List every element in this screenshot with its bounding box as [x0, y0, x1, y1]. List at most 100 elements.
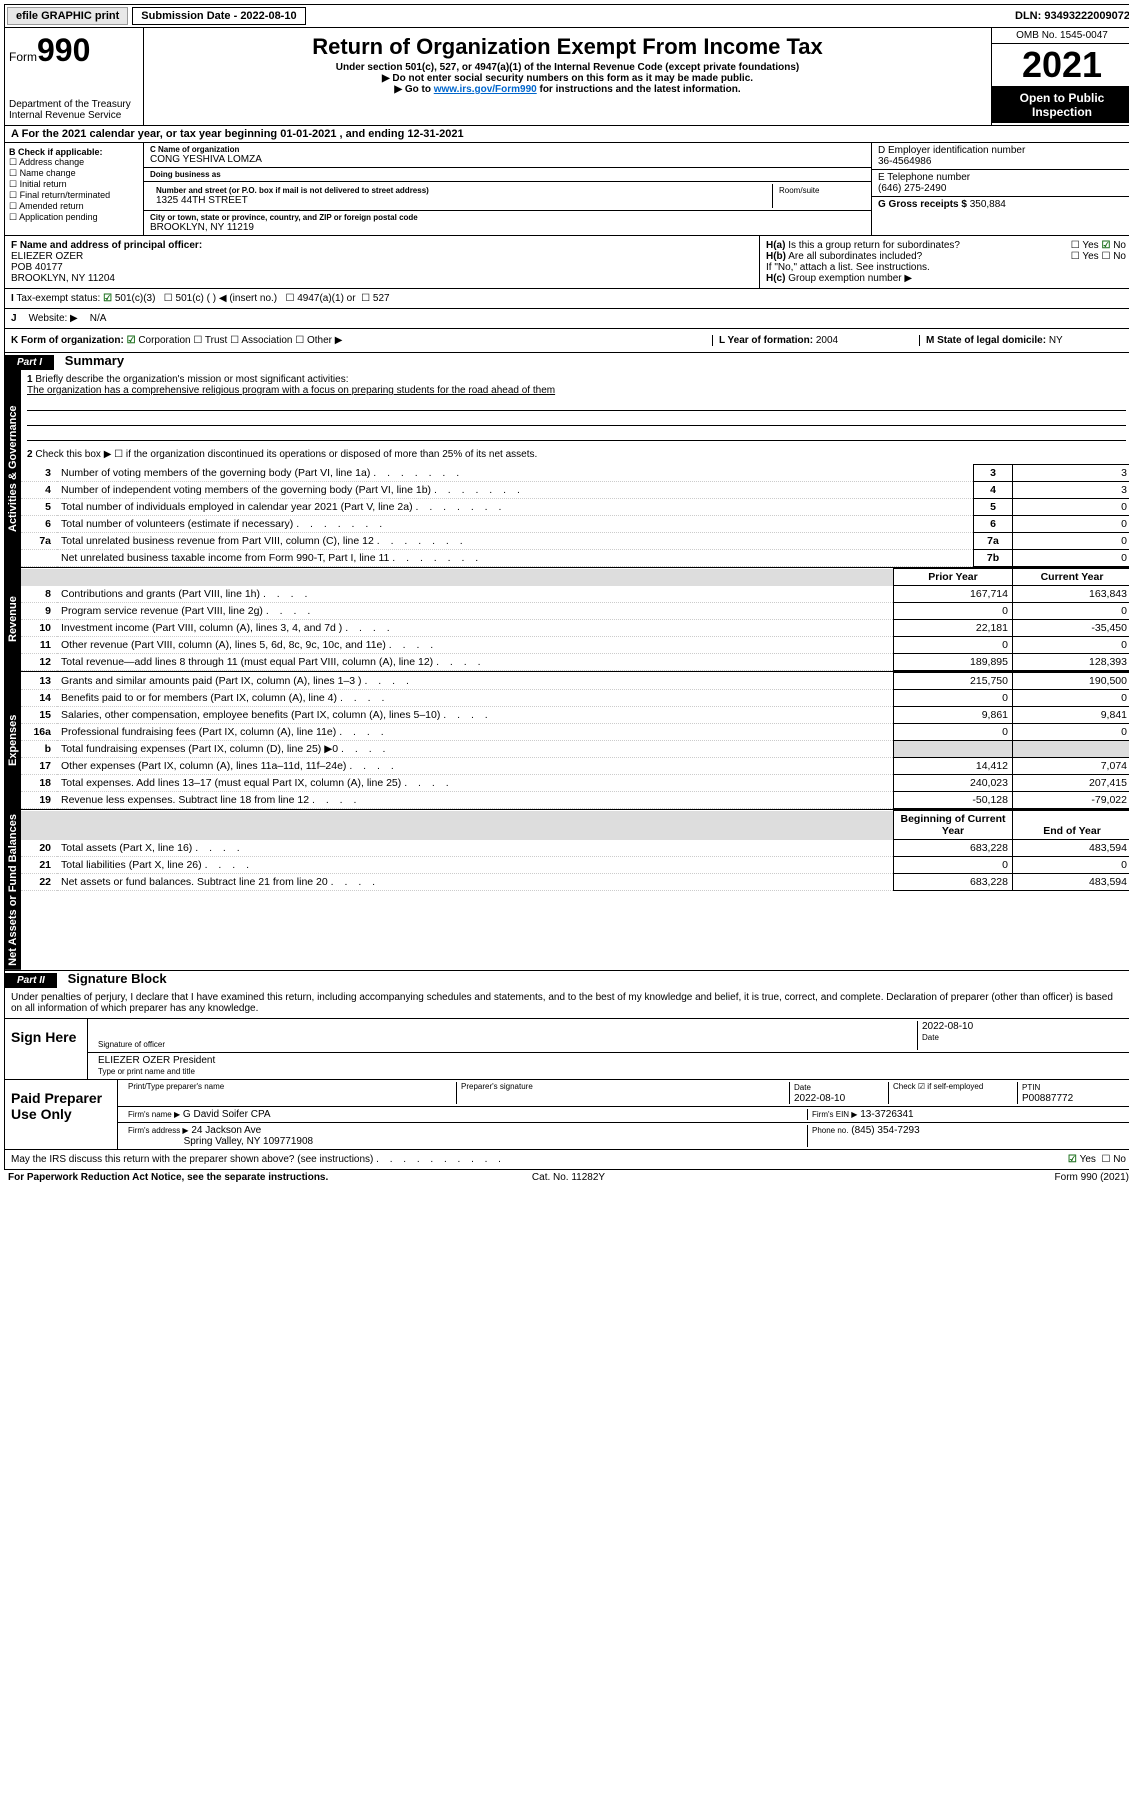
website-value: N/A	[90, 313, 107, 324]
table-row: 9Program service revenue (Part VIII, lin…	[21, 603, 1129, 620]
tax-year: 2021	[992, 44, 1129, 87]
perjury-declaration: Under penalties of perjury, I declare th…	[5, 988, 1129, 1018]
street-value: 1325 44TH STREET	[156, 195, 766, 206]
prep-date-label: Date	[794, 1083, 811, 1092]
officer-label: F Name and address of principal officer:	[11, 240, 202, 251]
domicile-value: NY	[1049, 335, 1063, 346]
table-row: 12Total revenue—add lines 8 through 11 (…	[21, 654, 1129, 671]
ein-value: 36-4564986	[878, 156, 1126, 167]
hb-yes[interactable]: Yes	[1071, 251, 1099, 262]
officer-addr2: BROOKLYN, NY 11204	[11, 273, 115, 284]
firm-addr-label: Firm's address ▶	[128, 1126, 189, 1135]
firm-addr2: Spring Valley, NY 109771908	[184, 1136, 314, 1147]
firm-ein-value: 13-3726341	[860, 1109, 913, 1120]
form-header: Form990 Department of the Treasury Inter…	[4, 28, 1129, 126]
ptin-label: PTIN	[1022, 1083, 1040, 1092]
table-row: Net unrelated business taxable income fr…	[21, 550, 1129, 567]
officer-name: ELIEZER OZER	[11, 251, 83, 262]
table-row: 6Total number of volunteers (estimate if…	[21, 516, 1129, 533]
chk-trust[interactable]: Trust	[193, 335, 227, 346]
part-i-title: Summary	[57, 351, 132, 370]
paid-preparer-block: Paid Preparer Use Only Print/Type prepar…	[4, 1080, 1129, 1150]
chk-other[interactable]: Other ▶	[295, 335, 342, 346]
hb-note: If "No," attach a list. See instructions…	[766, 262, 930, 273]
chk-501c[interactable]: 501(c) ( ) ◀ (insert no.)	[164, 293, 277, 304]
discuss-yes[interactable]: Yes	[1068, 1154, 1096, 1165]
col-current-year: Current Year	[1013, 569, 1129, 586]
city-label: City or town, state or province, country…	[150, 213, 865, 222]
pra-notice: For Paperwork Reduction Act Notice, see …	[8, 1172, 328, 1183]
table-row: 16aProfessional fundraising fees (Part I…	[21, 724, 1129, 741]
table-row: 10Investment income (Part VIII, column (…	[21, 620, 1129, 637]
form-number: Form990	[9, 32, 139, 69]
top-bar: efile GRAPHIC print Submission Date - 20…	[4, 4, 1129, 28]
form-org-label: K Form of organization:	[11, 335, 124, 346]
firm-phone-label: Phone no.	[812, 1126, 848, 1135]
hb-no[interactable]: No	[1101, 251, 1126, 262]
expenses-table: 13Grants and similar amounts paid (Part …	[21, 672, 1129, 809]
page-footer: For Paperwork Reduction Act Notice, see …	[4, 1170, 1129, 1185]
ha-label: Is this a group return for subordinates?	[788, 240, 960, 251]
prep-name-label: Print/Type preparer's name	[124, 1082, 456, 1104]
ha-yes[interactable]: Yes	[1071, 240, 1099, 251]
chk-association[interactable]: Association	[230, 335, 292, 346]
chk-application-pending[interactable]: Application pending	[9, 212, 98, 222]
efile-button[interactable]: efile GRAPHIC print	[7, 7, 128, 25]
gross-receipts-label: G Gross receipts $	[878, 199, 967, 210]
discuss-no[interactable]: No	[1101, 1154, 1126, 1165]
sig-date-label: Date	[922, 1033, 939, 1042]
gross-receipts-value: 350,884	[970, 199, 1006, 210]
instructions-link[interactable]: www.irs.gov/Form990	[434, 84, 537, 95]
sig-officer-label: Signature of officer	[98, 1040, 165, 1049]
table-row: 13Grants and similar amounts paid (Part …	[21, 673, 1129, 690]
chk-corporation[interactable]: Corporation	[127, 335, 191, 346]
part-i: Part I Summary Activities & Governance 1…	[4, 353, 1129, 971]
table-row: 8Contributions and grants (Part VIII, li…	[21, 586, 1129, 603]
net-assets-table: Beginning of Current Year End of Year 20…	[21, 810, 1129, 891]
subtitle-3: ▶ Go to www.irs.gov/Form990 for instruct…	[152, 84, 983, 95]
sig-date-value: 2022-08-10	[922, 1021, 973, 1032]
side-governance: Activities & Governance	[5, 370, 21, 567]
table-row: 19Revenue less expenses. Subtract line 1…	[21, 792, 1129, 809]
sign-here-label: Sign Here	[5, 1019, 88, 1079]
dba-label: Doing business as	[150, 170, 865, 179]
domicile-label: M State of legal domicile:	[926, 335, 1046, 346]
cat-number: Cat. No. 11282Y	[382, 1172, 756, 1183]
chk-501c3[interactable]: 501(c)(3)	[103, 293, 155, 304]
table-row: 4Number of independent voting members of…	[21, 482, 1129, 499]
hb-label: Are all subordinates included?	[788, 251, 922, 262]
section-ij: I Tax-exempt status: 501(c)(3) 501(c) ( …	[4, 289, 1129, 309]
org-name-label: C Name of organization	[150, 145, 865, 154]
section-klm: K Form of organization: Corporation Trus…	[4, 329, 1129, 353]
firm-phone-value: (845) 354-7293	[851, 1125, 919, 1136]
chk-address-change[interactable]: Address change	[9, 157, 84, 167]
subtitle-1: Under section 501(c), 527, or 4947(a)(1)…	[152, 62, 983, 73]
chk-name-change[interactable]: Name change	[9, 168, 76, 178]
chk-amended-return[interactable]: Amended return	[9, 201, 84, 211]
table-row: 20Total assets (Part X, line 16) . . . .…	[21, 840, 1129, 857]
phone-label: E Telephone number	[878, 172, 1126, 183]
section-fh: F Name and address of principal officer:…	[4, 236, 1129, 289]
table-row: 3Number of voting members of the governi…	[21, 465, 1129, 482]
table-row: 11Other revenue (Part VIII, column (A), …	[21, 637, 1129, 654]
col-b-checkboxes: B Check if applicable: Address change Na…	[5, 143, 144, 235]
side-revenue: Revenue	[5, 568, 21, 671]
discuss-row: May the IRS discuss this return with the…	[4, 1150, 1129, 1170]
form-title: Return of Organization Exempt From Incom…	[152, 34, 983, 60]
table-row: bTotal fundraising expenses (Part IX, co…	[21, 741, 1129, 758]
city-value: BROOKLYN, NY 11219	[150, 222, 865, 233]
part-ii: Part II Signature Block Under penalties …	[4, 971, 1129, 1019]
omb-number: OMB No. 1545-0047	[992, 28, 1129, 44]
officer-addr1: POB 40177	[11, 262, 63, 273]
chk-4947[interactable]: 4947(a)(1) or	[285, 293, 355, 304]
room-suite-label: Room/suite	[773, 184, 865, 208]
chk-initial-return[interactable]: Initial return	[9, 179, 67, 189]
tax-exempt-label: Tax-exempt status:	[16, 293, 100, 304]
chk-527[interactable]: 527	[361, 293, 389, 304]
ha-no[interactable]: No	[1101, 240, 1126, 251]
self-employed-check[interactable]: Check ☑ if self-employed	[888, 1082, 1017, 1104]
ptin-value: P00887772	[1022, 1093, 1073, 1104]
chk-final-return[interactable]: Final return/terminated	[9, 190, 110, 200]
q1-label: Briefly describe the organization's miss…	[35, 374, 348, 385]
side-expenses: Expenses	[5, 672, 21, 809]
